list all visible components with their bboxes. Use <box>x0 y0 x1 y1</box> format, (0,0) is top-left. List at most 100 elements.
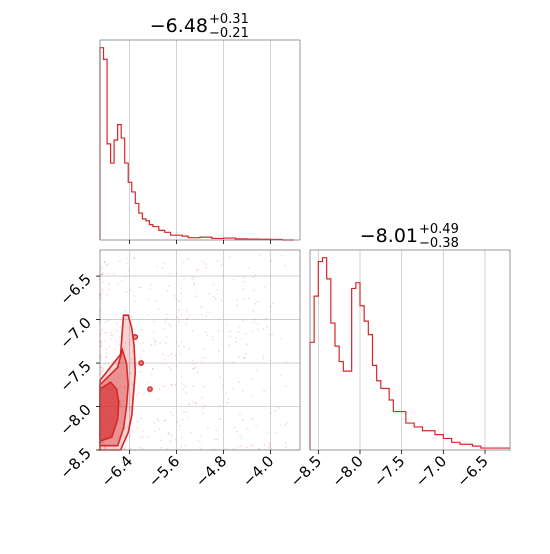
joint-sample-point <box>165 313 168 315</box>
joint-sample-point <box>178 424 181 427</box>
joint-sample-point <box>136 381 139 384</box>
joint-sample-point <box>219 376 222 379</box>
joint-sample-point <box>139 357 142 360</box>
joint-sample-point <box>120 405 122 408</box>
joint-sample-point <box>196 269 198 272</box>
joint-sample-point <box>285 361 288 363</box>
joint-sample-point <box>122 399 125 402</box>
joint-sample-point <box>191 329 194 332</box>
joint-sample-point <box>135 364 138 367</box>
joint-sample-point <box>206 334 209 337</box>
joint-sample-point <box>129 447 132 450</box>
joint-sample-point <box>257 328 259 331</box>
joint-y-tick-label: −7.0 <box>56 314 94 352</box>
joint-sample-point <box>241 419 244 422</box>
joint-sample-point <box>107 263 109 266</box>
joint-sample-point <box>185 318 188 321</box>
joint-sample-point <box>281 254 284 257</box>
joint-sample-point <box>199 435 202 438</box>
joint-sample-point <box>129 435 132 438</box>
joint-sample-point <box>239 413 241 416</box>
joint-sample-point <box>201 396 204 399</box>
joint-sample-point <box>119 385 122 387</box>
joint-sample-point <box>170 434 173 437</box>
joint-sample-point <box>243 357 246 360</box>
joint-sample-point <box>153 337 156 340</box>
joint-x-ticks: −6.4 −5.6 −4.8 −4.0 <box>98 450 277 491</box>
joint-sample-point <box>208 293 211 295</box>
joint-sample-point <box>138 286 141 289</box>
joint-sample-point <box>101 274 103 276</box>
joint-sample-point <box>115 363 118 365</box>
joint-sample-point <box>179 299 182 302</box>
joint-sample-point <box>250 394 253 397</box>
joint-sample-point <box>218 329 220 332</box>
joint-sample-point <box>237 381 240 384</box>
hist-param2-grid <box>317 250 486 450</box>
hist-param2-x-tick-label: −6.5 <box>453 452 491 490</box>
joint-sample-point <box>154 340 156 343</box>
joint-sample-point <box>109 369 112 371</box>
joint-sample-point <box>194 366 197 369</box>
joint-sample-point <box>104 446 107 449</box>
joint-sample-point <box>100 344 103 347</box>
joint-sample-point <box>115 322 118 325</box>
joint-sample-point <box>126 262 129 265</box>
joint-sample-point <box>187 416 190 419</box>
joint-sample-point <box>134 300 137 303</box>
joint-sample-point <box>231 361 234 364</box>
joint-sample-point <box>100 340 102 343</box>
joint-sample-point <box>189 314 192 317</box>
joint-sample-point <box>119 400 122 402</box>
joint-contour-level <box>99 381 120 443</box>
joint-sample-point <box>147 314 150 316</box>
joint-sample-point <box>158 428 160 431</box>
joint-sample-point <box>270 259 272 262</box>
joint-sample-point <box>171 383 174 386</box>
joint-sample-point <box>167 433 170 436</box>
hist-param1-frame <box>99 39 301 241</box>
joint-sample-point <box>181 418 184 421</box>
joint-sample-point <box>101 290 104 292</box>
joint-sample-point <box>115 314 118 316</box>
joint-sample-point <box>141 328 143 331</box>
joint-sample-point <box>119 326 122 329</box>
joint-sample-point <box>103 261 106 264</box>
joint-sample-point <box>164 321 167 323</box>
joint-sample-point <box>178 344 180 347</box>
joint-sample-point <box>163 385 166 388</box>
joint-sample-point <box>157 308 160 310</box>
joint-sample-point <box>196 371 199 374</box>
joint-sample-point <box>247 267 250 270</box>
title-param2-upper: +0.49 <box>419 222 459 237</box>
joint-sample-point <box>160 446 163 449</box>
joint-sample-point <box>107 319 110 322</box>
joint-sample-point <box>252 276 255 279</box>
joint-sample-point <box>202 406 204 409</box>
joint-sample-point <box>192 367 195 370</box>
joint-sample-point <box>116 329 119 332</box>
joint-sample-point <box>179 287 182 290</box>
joint-sample-point <box>262 357 265 360</box>
joint-sample-point <box>175 297 177 300</box>
joint-sample-point <box>284 442 287 445</box>
joint-sample-point <box>229 335 232 338</box>
joint-sample-point <box>213 438 216 441</box>
joint-sample-point <box>120 401 123 404</box>
joint-sample-point <box>185 309 188 312</box>
joint-sample-point <box>168 273 171 275</box>
joint-sample-point <box>149 288 152 290</box>
joint-sample-point <box>124 378 127 381</box>
joint-sample-point <box>105 264 108 267</box>
joint-sample-point <box>142 349 145 352</box>
joint-sample-point <box>117 282 119 285</box>
joint-sample-point <box>102 442 105 444</box>
joint-sample-point <box>202 412 205 415</box>
joint-sample-point <box>148 392 151 394</box>
joint-sample-point <box>152 330 155 333</box>
joint-sample-point <box>171 414 174 417</box>
joint-sample-point <box>184 444 187 447</box>
joint-sample-point <box>221 264 223 266</box>
joint-sample-point <box>187 317 190 320</box>
joint-sample-point <box>251 444 254 447</box>
